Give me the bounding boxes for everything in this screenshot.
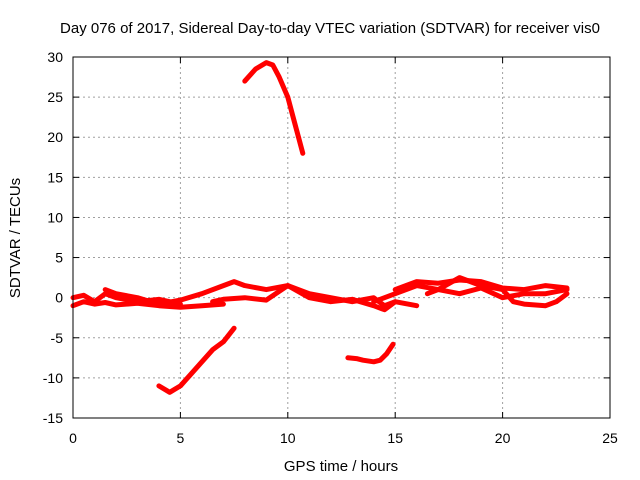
series-arc-1 [70, 299, 226, 310]
y-tick-label: 0 [55, 290, 63, 306]
series-arc-8 [242, 60, 306, 156]
x-tick-label: 25 [602, 430, 618, 446]
y-tick-label: -5 [51, 330, 64, 346]
y-tick-labels: -15 -10 -5 0 5 10 15 20 25 30 [43, 49, 63, 426]
x-tick-label: 10 [280, 430, 296, 446]
series-arc-2 [70, 291, 183, 307]
y-tick-label: 15 [47, 169, 63, 185]
series-arc-4 [210, 283, 420, 313]
y-tick-label: -10 [43, 370, 63, 386]
y-axis-label: SDTVAR / TECUs [7, 178, 24, 298]
chart-title: Day 076 of 2017, Sidereal Day-to-day VTE… [60, 20, 600, 37]
y-tick-label: 30 [47, 49, 63, 65]
x-tick-label: 0 [69, 430, 77, 446]
y-tick-label: -15 [43, 410, 63, 426]
series-arc-10 [345, 341, 396, 365]
x-tick-label: 15 [387, 430, 403, 446]
y-tick-label: 20 [47, 129, 63, 145]
grid [73, 57, 610, 418]
y-tick-label: 25 [47, 89, 63, 105]
series-arc-6 [371, 283, 570, 305]
tick-marks [72, 56, 611, 419]
y-tick-label: 10 [47, 209, 63, 225]
series-arc-7 [424, 275, 570, 309]
y-tick-label: 5 [55, 250, 63, 266]
x-tick-labels: 0 5 10 15 20 25 [69, 430, 618, 446]
x-axis-label: GPS time / hours [284, 458, 398, 475]
x-tick-label: 20 [495, 430, 511, 446]
plot-frame [72, 56, 611, 419]
series-arc-3 [102, 279, 398, 309]
x-tick-label: 5 [177, 430, 185, 446]
series-arc-9 [156, 325, 237, 395]
series-layer [70, 60, 570, 395]
